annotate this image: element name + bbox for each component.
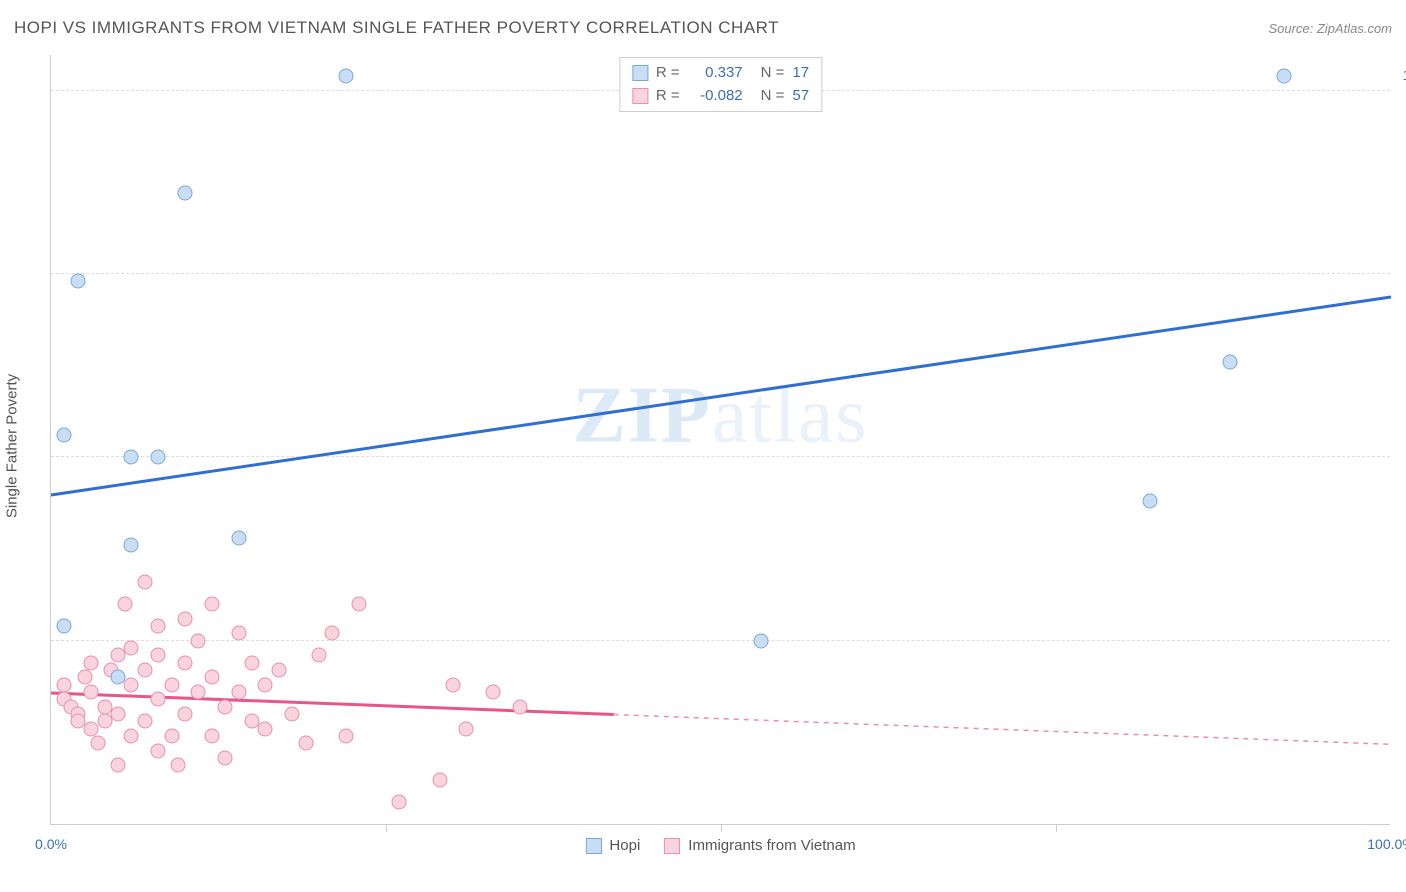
data-point (57, 677, 72, 692)
trend-lines (51, 55, 1390, 824)
x-tick-label: 100.0% (1367, 836, 1406, 852)
legend-stat-row: R = 0.337 N = 17 (632, 62, 809, 85)
data-point (204, 729, 219, 744)
data-point (124, 729, 139, 744)
data-point (124, 677, 139, 692)
n-value: 17 (792, 62, 809, 85)
data-point (392, 795, 407, 810)
r-value: 0.337 (688, 62, 743, 85)
legend-item: Immigrants from Vietnam (664, 837, 855, 854)
legend-label: Hopi (609, 837, 640, 854)
data-point (231, 531, 246, 546)
data-point (231, 685, 246, 700)
chart-title: HOPI VS IMMIGRANTS FROM VIETNAM SINGLE F… (14, 18, 779, 38)
data-point (178, 611, 193, 626)
data-point (191, 685, 206, 700)
x-tick-label: 0.0% (35, 836, 67, 852)
data-point (151, 692, 166, 707)
data-point (1142, 494, 1157, 509)
r-value: -0.082 (688, 85, 743, 108)
n-value: 57 (792, 85, 809, 108)
plot-area: ZIPatlas 25.0%50.0%75.0%100.0% R =0.337N… (50, 55, 1390, 825)
data-point (178, 186, 193, 201)
data-point (77, 670, 92, 685)
n-label: N = (761, 85, 785, 108)
data-point (446, 677, 461, 692)
data-point (204, 597, 219, 612)
data-point (137, 575, 152, 590)
data-point (218, 751, 233, 766)
data-point (486, 685, 501, 700)
legend-swatch (585, 838, 601, 854)
legend-swatch (664, 838, 680, 854)
data-point (57, 619, 72, 634)
r-label: R = (656, 62, 680, 85)
legend-stats: R = 0.337 N = 17 R = -0.082 N = 57 (619, 57, 822, 112)
data-point (111, 707, 126, 722)
data-point (338, 729, 353, 744)
data-point (84, 685, 99, 700)
data-point (57, 428, 72, 443)
y-tick-label: 25.0% (1395, 617, 1406, 633)
y-tick-label: 50.0% (1395, 433, 1406, 449)
data-point (84, 655, 99, 670)
data-point (1276, 69, 1291, 84)
data-point (218, 699, 233, 714)
data-point (90, 736, 105, 751)
x-tick (386, 824, 387, 832)
data-point (124, 641, 139, 656)
data-point (137, 663, 152, 678)
legend-item: Hopi (585, 837, 640, 854)
legend-swatch (632, 88, 648, 104)
data-point (117, 597, 132, 612)
data-point (70, 274, 85, 289)
data-point (258, 721, 273, 736)
y-tick-label: 75.0% (1395, 250, 1406, 266)
data-point (151, 450, 166, 465)
data-point (171, 758, 186, 773)
data-point (285, 707, 300, 722)
x-tick (721, 824, 722, 832)
data-point (231, 626, 246, 641)
y-tick-label: 100.0% (1395, 67, 1406, 83)
data-point (178, 707, 193, 722)
legend-label: Immigrants from Vietnam (688, 837, 855, 854)
data-point (164, 729, 179, 744)
y-axis-label: Single Father Poverty (4, 374, 21, 518)
legend-stat-row: R = -0.082 N = 57 (632, 85, 809, 108)
legend-swatch (632, 65, 648, 81)
data-point (204, 670, 219, 685)
data-point (459, 721, 474, 736)
data-point (111, 670, 126, 685)
legend-series: Hopi Immigrants from Vietnam (585, 837, 855, 854)
data-point (151, 619, 166, 634)
data-point (111, 758, 126, 773)
source-label: Source: ZipAtlas.com (1268, 21, 1392, 36)
data-point (151, 648, 166, 663)
data-point (164, 677, 179, 692)
data-point (258, 677, 273, 692)
data-point (151, 743, 166, 758)
data-point (298, 736, 313, 751)
data-point (178, 655, 193, 670)
title-bar: HOPI VS IMMIGRANTS FROM VIETNAM SINGLE F… (14, 18, 1392, 38)
data-point (513, 699, 528, 714)
data-point (124, 538, 139, 553)
data-point (754, 633, 769, 648)
n-label: N = (761, 62, 785, 85)
data-point (137, 714, 152, 729)
data-point (325, 626, 340, 641)
x-tick (1056, 824, 1057, 832)
r-label: R = (656, 85, 680, 108)
data-point (124, 450, 139, 465)
data-point (312, 648, 327, 663)
data-point (432, 773, 447, 788)
data-point (1223, 355, 1238, 370)
data-point (245, 655, 260, 670)
data-point (191, 633, 206, 648)
data-point (338, 69, 353, 84)
data-point (271, 663, 286, 678)
data-point (352, 597, 367, 612)
